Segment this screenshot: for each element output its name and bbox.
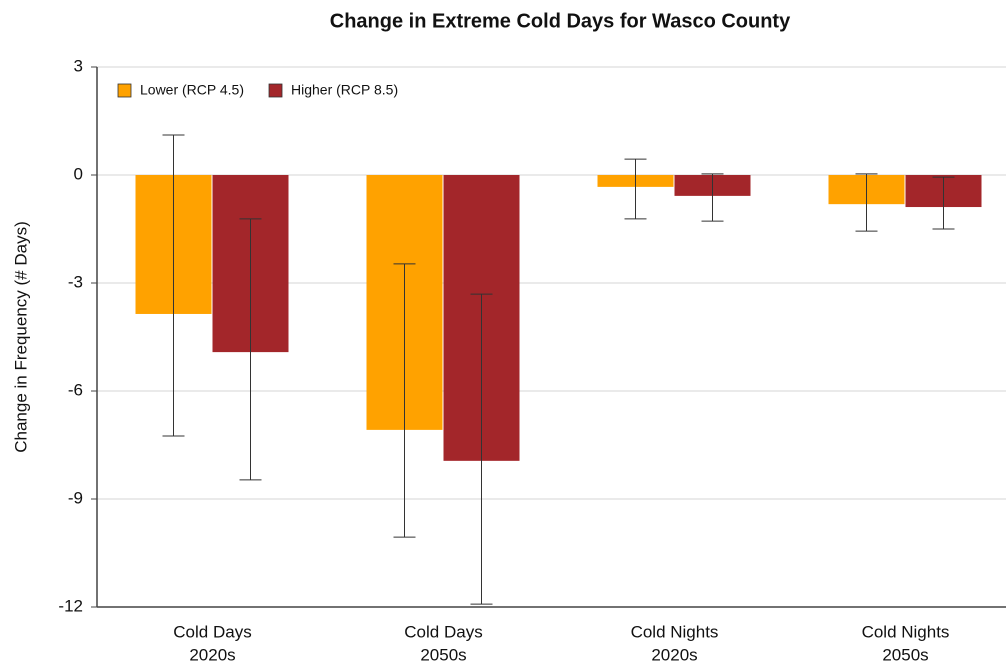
x-tick-label: 2050s xyxy=(882,645,928,664)
legend-label: Higher (RCP 8.5) xyxy=(291,82,398,98)
legend-swatch xyxy=(268,83,283,98)
chart-title: Change in Extreme Cold Days for Wasco Co… xyxy=(330,10,791,32)
x-tick-label: Cold Days xyxy=(404,622,482,641)
legend-label: Lower (RCP 4.5) xyxy=(140,82,244,98)
y-tick-label: -9 xyxy=(68,488,83,507)
y-tick-label: 0 xyxy=(74,164,83,183)
x-tick-label: Cold Nights xyxy=(862,622,950,641)
x-tick-label: 2020s xyxy=(651,645,697,664)
y-tick-label: 3 xyxy=(74,56,83,75)
y-tick-label: -12 xyxy=(58,596,83,615)
x-tick-label: Cold Nights xyxy=(631,622,719,641)
y-tick-label: -6 xyxy=(68,380,83,399)
legend-swatch xyxy=(117,83,132,98)
y-axis-label: Change in Frequency (# Days) xyxy=(11,221,30,453)
x-tick-label: 2050s xyxy=(420,645,466,664)
y-tick-label: -3 xyxy=(68,272,83,291)
x-tick-label: Cold Days xyxy=(173,622,251,641)
x-tick-label: 2020s xyxy=(189,645,235,664)
